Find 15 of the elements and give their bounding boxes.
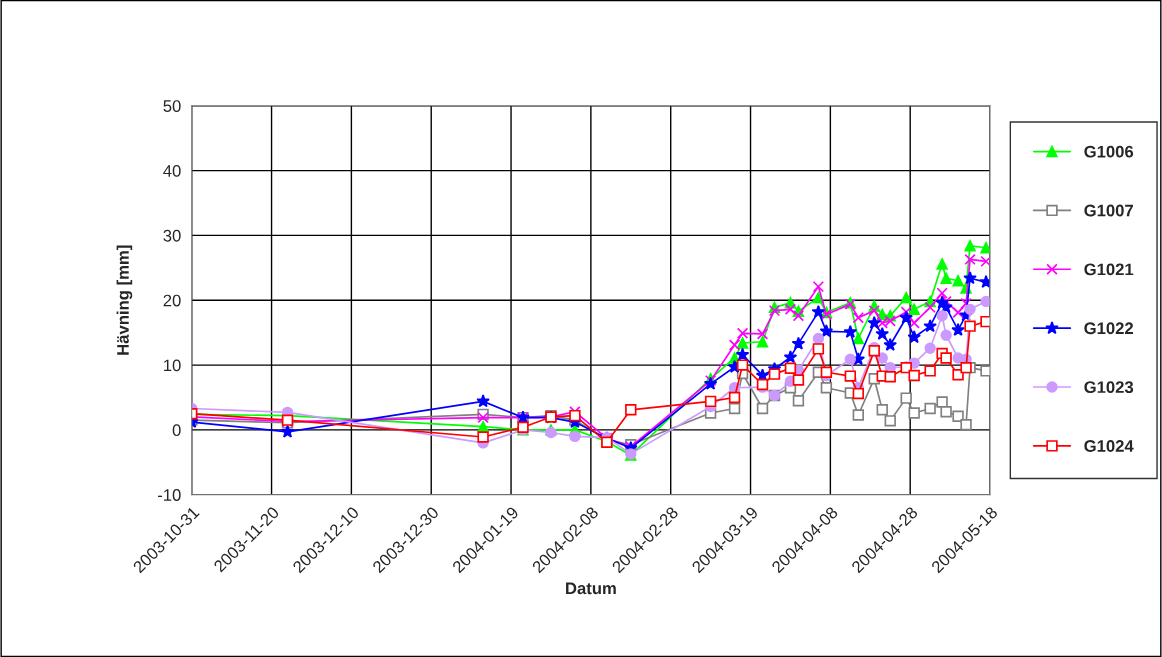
y-axis-title: Hävning [mm] bbox=[116, 245, 133, 355]
y-tick-label: 50 bbox=[163, 100, 181, 112]
y-tick-label: 40 bbox=[163, 165, 181, 177]
legend-label: G1024 bbox=[1084, 440, 1134, 452]
y-tick-label: 20 bbox=[163, 294, 181, 307]
legend-label: G1007 bbox=[1084, 204, 1133, 217]
y-tick-label: -10 bbox=[157, 489, 181, 501]
y-tick-label: 30 bbox=[163, 229, 181, 242]
legend-label: G1006 bbox=[1084, 145, 1134, 158]
legend-label: G1023 bbox=[1084, 381, 1134, 394]
x-axis-title: Datum bbox=[566, 582, 616, 595]
legend-label: G1022 bbox=[1084, 322, 1134, 335]
legend-label: G1021 bbox=[1084, 263, 1134, 276]
y-tick-label: 10 bbox=[164, 359, 181, 372]
y-tick-label: 0 bbox=[172, 424, 181, 437]
